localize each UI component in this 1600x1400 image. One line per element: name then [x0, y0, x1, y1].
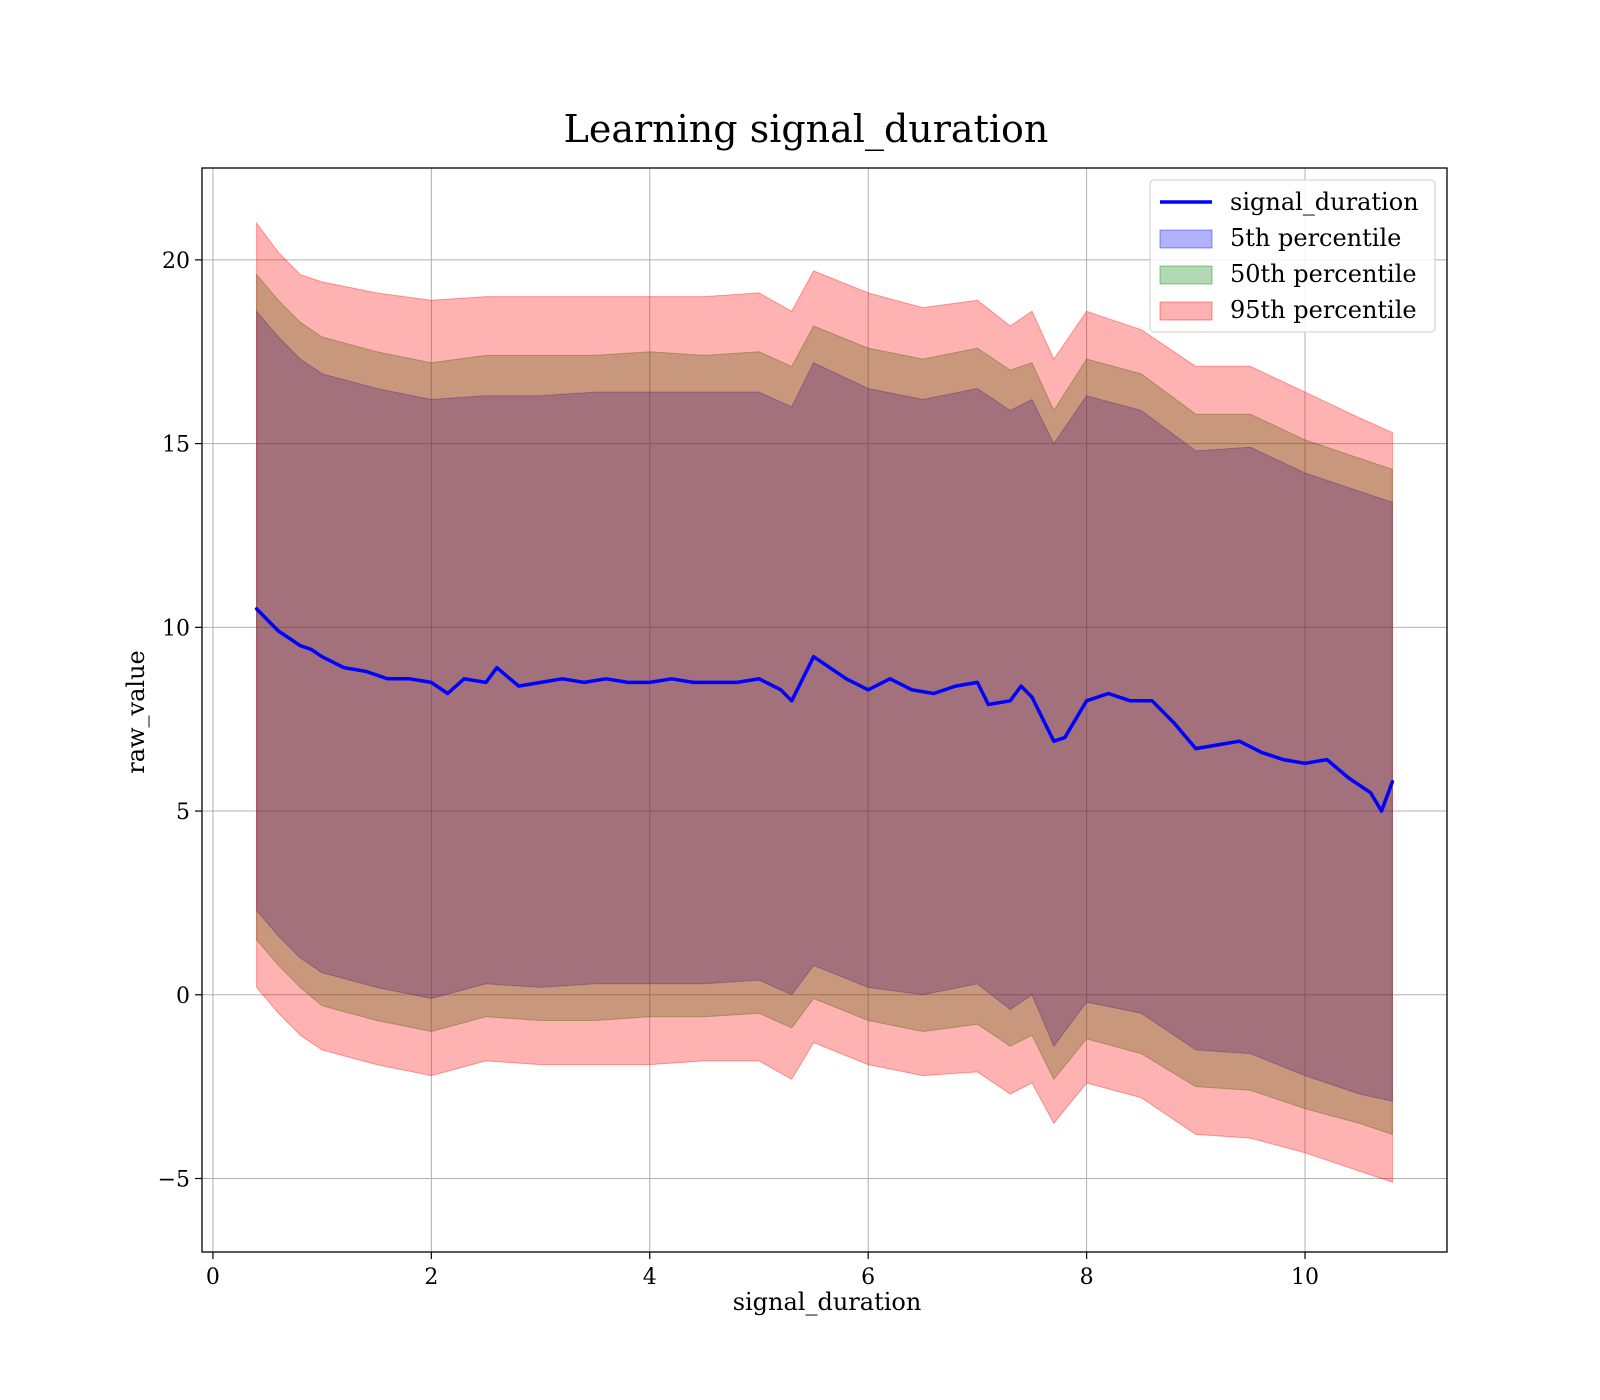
- legend-swatch-band: [1159, 229, 1213, 249]
- x-tick-label: 0: [206, 1265, 220, 1290]
- y-tick-label: −5: [158, 1168, 190, 1193]
- band-5th-percentile: [256, 309, 1393, 1102]
- legend-swatch-band: [1159, 301, 1213, 321]
- y-tick-label: 0: [176, 984, 190, 1009]
- percentile-bands: [256, 221, 1393, 1183]
- legend-label: 50th percentile: [1230, 260, 1417, 288]
- y-axis-label: raw_value: [122, 650, 150, 774]
- x-tick-label: 8: [1080, 1265, 1094, 1290]
- x-tick-label: 4: [643, 1265, 657, 1290]
- legend-label: 95th percentile: [1230, 296, 1417, 324]
- legend-label: signal_duration: [1230, 188, 1419, 216]
- y-tick-label: 20: [162, 249, 190, 274]
- x-tick-label: 10: [1291, 1265, 1319, 1290]
- band-95th-percentile: [256, 221, 1393, 1183]
- x-axis-ticks: 0 2 4 6 8 10: [206, 1252, 1319, 1290]
- legend: signal_duration 5th percentile 50th percen…: [1149, 179, 1436, 333]
- y-tick-label: 5: [176, 800, 190, 825]
- legend-label: 5th percentile: [1230, 224, 1401, 252]
- series-line-signal-duration: [254, 607, 1395, 813]
- x-axis-label: signal_duration: [733, 1288, 922, 1316]
- y-axis-ticks: −5 0 5 10 15 20: [158, 249, 202, 1193]
- y-tick-label: 10: [162, 616, 190, 641]
- x-tick-label: 6: [861, 1265, 875, 1290]
- legend-box: [1149, 179, 1436, 333]
- axes-frame: [201, 167, 1448, 1253]
- band-50th-percentile: [256, 273, 1393, 1136]
- y-tick-label: 15: [162, 433, 190, 458]
- plot-area: 0 2 4 6 8 10 −5 0 5 10 15 20: [158, 167, 1448, 1290]
- legend-swatch-band: [1159, 265, 1213, 285]
- line-layer: [254, 607, 1395, 813]
- x-tick-label: 2: [424, 1265, 438, 1290]
- chart-title: Learning signal_duration: [564, 107, 1049, 152]
- grid: [202, 168, 1447, 1252]
